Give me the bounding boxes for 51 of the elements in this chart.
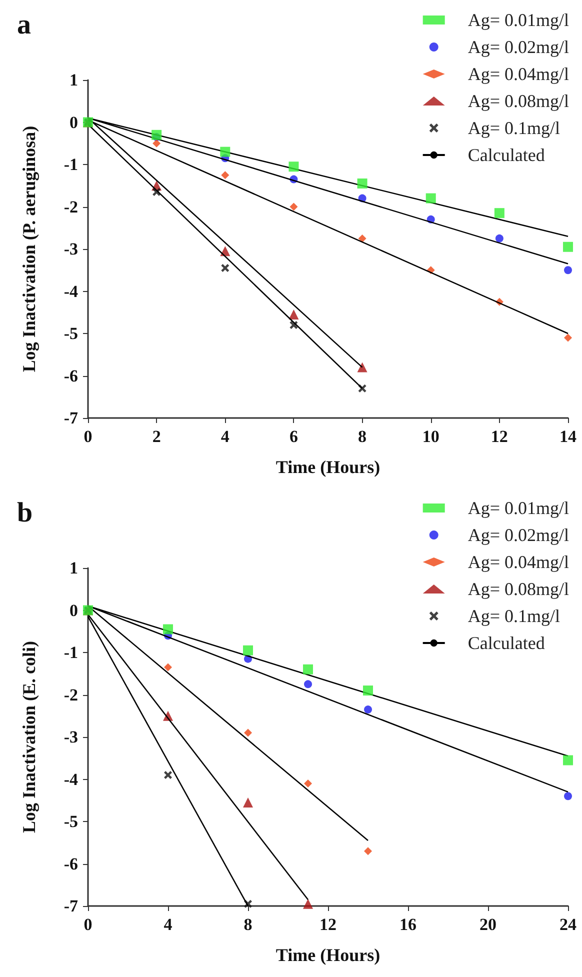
y-tick-label: -2 (64, 197, 78, 216)
x-axis-title: Time (Hours) (276, 457, 380, 477)
legend-label: Ag= 0.04mg/l (468, 64, 570, 84)
y-tick-label: -6 (64, 854, 78, 874)
x-tick-label: 8 (244, 915, 252, 934)
x-tick-label: 0 (84, 915, 92, 934)
y-tick-label: -3 (64, 728, 78, 746)
y-tick-label: -5 (64, 812, 78, 831)
y-tick-label: -3 (64, 240, 78, 258)
legend-label: Ag= 0.01mg/l (468, 498, 570, 518)
legend-label: Ag= 0.1mg/l (468, 118, 560, 138)
x-tick-label: 2 (152, 427, 161, 446)
legend-label: Ag= 0.01mg/l (468, 10, 570, 30)
y-tick-label: -4 (64, 282, 78, 301)
x-tick-label: 12 (320, 915, 336, 934)
y-tick-label: 0 (70, 112, 78, 132)
y-tick-label: -4 (64, 770, 78, 789)
x-tick-label: 24 (560, 915, 577, 934)
y-tick-label: -1 (64, 155, 78, 174)
legend-label: Calculated (468, 633, 545, 653)
x-tick-label: 12 (490, 427, 508, 446)
x-tick-label: 8 (358, 427, 367, 446)
x-tick-label: 20 (480, 915, 496, 934)
x-tick-label: 16 (400, 915, 416, 934)
legend-label: Ag= 0.1mg/l (468, 606, 560, 626)
x-tick-label: 4 (164, 915, 173, 934)
y-tick-label: 1 (70, 70, 78, 90)
y-tick-label: -6 (64, 366, 78, 386)
legend-label: Calculated (468, 145, 545, 165)
y-tick-label: -2 (64, 685, 78, 704)
x-tick-label: 14 (560, 427, 577, 446)
y-tick-label: -5 (64, 324, 78, 343)
x-tick-label: 4 (220, 427, 230, 446)
y-axis-title: Log Inactivation (E. coli) (19, 640, 39, 833)
x-axis-title: Time (Hours) (276, 945, 380, 965)
y-tick-label: -7 (64, 896, 78, 916)
y-tick-label: 0 (70, 600, 78, 620)
legend-label: Ag= 0.02mg/l (468, 37, 570, 57)
x-tick-label: 10 (422, 427, 440, 446)
legend-label: Ag= 0.04mg/l (468, 552, 570, 572)
y-tick-label: 1 (70, 558, 78, 578)
x-tick-label: 6 (289, 427, 298, 446)
chart-title: b (17, 498, 33, 528)
y-axis-title: Log Inactivation (P. aeruginosa) (19, 126, 39, 372)
legend-label: Ag= 0.08mg/l (468, 91, 570, 111)
legend-label: Ag= 0.08mg/l (468, 579, 570, 599)
y-tick-label: -1 (64, 643, 78, 662)
x-tick-label: 0 (84, 427, 92, 446)
legend-label: Ag= 0.02mg/l (468, 525, 570, 545)
y-tick-label: -7 (64, 408, 78, 428)
chart-title: a (17, 10, 31, 40)
